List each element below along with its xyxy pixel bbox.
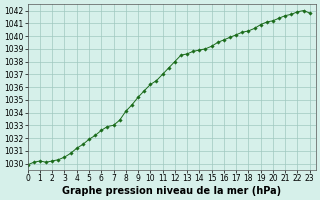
X-axis label: Graphe pression niveau de la mer (hPa): Graphe pression niveau de la mer (hPa) <box>62 186 281 196</box>
